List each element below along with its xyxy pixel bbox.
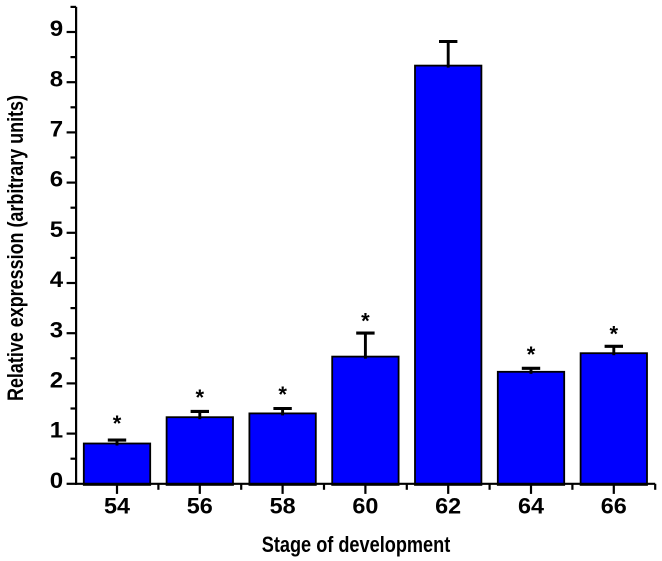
svg-text:4: 4 xyxy=(50,267,64,292)
svg-text:*: * xyxy=(113,411,122,436)
svg-text:*: * xyxy=(278,382,287,407)
svg-text:56: 56 xyxy=(187,494,213,519)
svg-text:9: 9 xyxy=(50,16,63,41)
svg-text:66: 66 xyxy=(601,494,627,519)
svg-text:0: 0 xyxy=(50,468,63,493)
svg-text:62: 62 xyxy=(435,494,461,519)
svg-text:54: 54 xyxy=(104,494,131,519)
svg-text:*: * xyxy=(361,308,370,333)
svg-text:5: 5 xyxy=(50,217,63,242)
svg-text:6: 6 xyxy=(50,167,63,192)
svg-text:2: 2 xyxy=(50,368,63,393)
svg-text:3: 3 xyxy=(50,317,63,342)
svg-text:Relative expression (arbitrary: Relative expression (arbitrary units) xyxy=(3,95,28,401)
svg-text:*: * xyxy=(610,321,619,346)
svg-text:7: 7 xyxy=(50,117,63,142)
svg-text:8: 8 xyxy=(50,66,63,91)
svg-text:64: 64 xyxy=(518,494,545,519)
svg-text:Stage of development: Stage of development xyxy=(262,532,451,557)
svg-text:58: 58 xyxy=(270,494,296,519)
svg-text:*: * xyxy=(527,342,536,367)
svg-text:*: * xyxy=(196,385,205,410)
svg-text:1: 1 xyxy=(50,418,63,443)
svg-text:60: 60 xyxy=(352,494,378,519)
